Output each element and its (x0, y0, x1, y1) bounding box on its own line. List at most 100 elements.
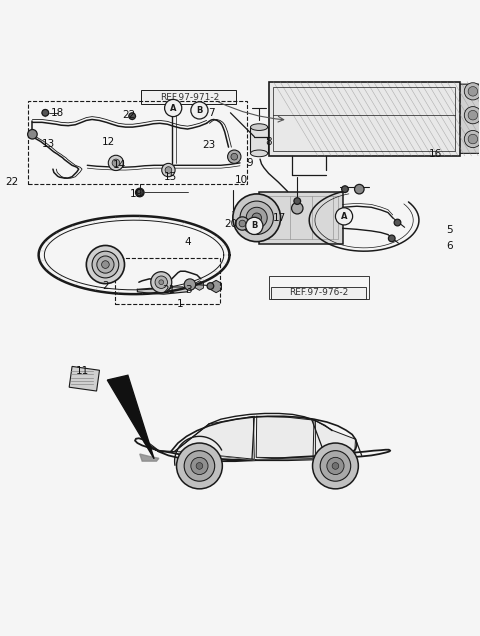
Circle shape (327, 457, 344, 474)
Polygon shape (315, 420, 356, 457)
Circle shape (320, 451, 351, 481)
Circle shape (86, 245, 124, 284)
Text: 22: 22 (5, 177, 19, 187)
Circle shape (196, 462, 203, 469)
Circle shape (291, 202, 303, 214)
Text: 17: 17 (273, 213, 286, 223)
Text: 10: 10 (234, 175, 248, 184)
Circle shape (394, 219, 401, 226)
Polygon shape (177, 417, 254, 459)
Text: REF.97-976-2: REF.97-976-2 (289, 288, 348, 297)
Circle shape (388, 235, 395, 242)
Circle shape (246, 218, 263, 235)
Circle shape (236, 217, 249, 230)
Circle shape (184, 451, 215, 481)
Text: 6: 6 (447, 241, 453, 251)
Circle shape (159, 280, 164, 284)
Text: B: B (196, 106, 203, 115)
Text: A: A (341, 212, 348, 221)
Circle shape (252, 213, 262, 223)
Circle shape (165, 167, 172, 174)
Text: 1: 1 (177, 299, 184, 308)
Text: 22: 22 (123, 110, 136, 120)
Text: 18: 18 (51, 107, 64, 118)
Circle shape (165, 99, 182, 116)
Circle shape (336, 208, 353, 225)
Circle shape (136, 189, 143, 196)
Bar (269, 82, 459, 156)
FancyBboxPatch shape (141, 90, 236, 104)
Circle shape (240, 201, 274, 235)
Circle shape (464, 130, 480, 148)
Bar (69, 366, 99, 391)
Circle shape (191, 102, 208, 119)
Text: 14: 14 (113, 160, 126, 170)
Circle shape (135, 188, 144, 197)
Text: REF.97-971-2: REF.97-971-2 (160, 93, 219, 102)
Circle shape (468, 111, 478, 120)
Circle shape (129, 113, 135, 120)
Circle shape (162, 163, 175, 177)
Circle shape (207, 282, 214, 289)
Circle shape (233, 194, 281, 242)
Circle shape (191, 457, 208, 474)
Circle shape (42, 110, 48, 116)
Text: 13: 13 (42, 139, 55, 149)
Circle shape (332, 462, 339, 469)
Bar (269, 276, 369, 299)
Polygon shape (108, 375, 154, 459)
Circle shape (177, 443, 222, 489)
Bar (274, 86, 455, 151)
Text: 7: 7 (208, 107, 215, 118)
Text: 16: 16 (429, 149, 442, 159)
Circle shape (228, 150, 241, 163)
Circle shape (97, 256, 114, 273)
Text: 23: 23 (203, 140, 216, 149)
Text: 9: 9 (246, 158, 253, 168)
Text: 19: 19 (129, 189, 143, 199)
Text: 3: 3 (186, 286, 192, 295)
Polygon shape (256, 417, 314, 459)
Circle shape (468, 134, 478, 144)
Text: 5: 5 (447, 225, 453, 235)
Circle shape (355, 184, 364, 194)
Circle shape (246, 207, 267, 228)
Text: 15: 15 (164, 172, 178, 182)
Text: 11: 11 (76, 366, 89, 377)
Bar (259, 191, 343, 244)
Text: 20: 20 (224, 219, 237, 228)
Text: 12: 12 (102, 137, 115, 148)
Ellipse shape (251, 124, 268, 130)
Circle shape (464, 107, 480, 124)
Text: 21: 21 (162, 286, 175, 295)
Circle shape (155, 276, 168, 288)
Circle shape (28, 130, 37, 139)
Text: A: A (170, 104, 177, 113)
FancyBboxPatch shape (452, 84, 480, 153)
Circle shape (239, 220, 246, 227)
Text: 4: 4 (184, 237, 191, 247)
Text: 8: 8 (265, 137, 272, 148)
Circle shape (294, 198, 300, 204)
Text: B: B (251, 221, 257, 230)
Circle shape (112, 159, 120, 167)
Circle shape (184, 279, 196, 290)
Text: 2: 2 (102, 280, 109, 291)
Bar (271, 286, 366, 299)
Polygon shape (140, 454, 159, 461)
Circle shape (464, 83, 480, 100)
Circle shape (468, 86, 478, 96)
Bar (28, 101, 247, 184)
Bar (264, 197, 338, 239)
Circle shape (231, 153, 238, 160)
Circle shape (102, 261, 109, 268)
Circle shape (108, 155, 123, 170)
Circle shape (151, 272, 172, 293)
Circle shape (342, 186, 348, 193)
Bar (251, 127, 268, 153)
Circle shape (92, 251, 119, 278)
Circle shape (42, 109, 48, 116)
Polygon shape (137, 287, 188, 294)
Ellipse shape (251, 150, 268, 156)
Bar (115, 258, 220, 303)
